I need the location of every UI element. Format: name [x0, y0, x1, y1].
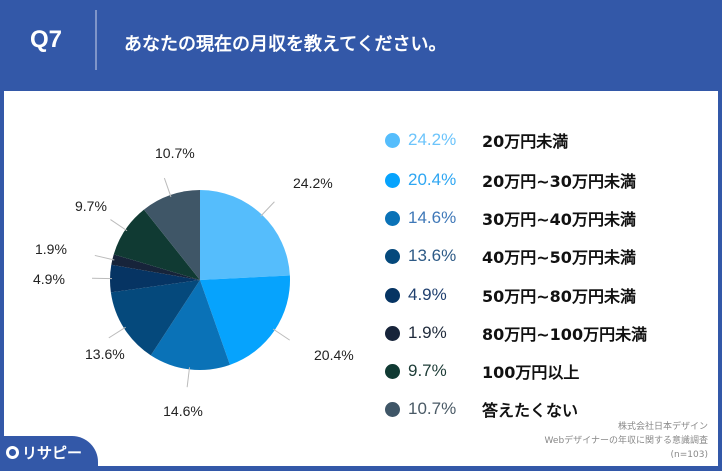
legend-label: 30万円~40万円未満 — [482, 210, 636, 229]
legend-dot — [385, 363, 400, 379]
pie-slice — [110, 280, 200, 356]
legend-percent: 20.4% — [408, 170, 457, 189]
legend-percent: 1.9% — [408, 323, 447, 342]
logo: リサピー — [6, 442, 82, 463]
leader-line — [110, 219, 128, 232]
legend-item: 20.4% 20万円~30万円未満 — [385, 169, 636, 191]
pie-slice — [200, 190, 290, 280]
legend-dot — [385, 248, 400, 264]
legend-percent: 9.7% — [408, 361, 447, 380]
legend-item: 13.6% 40万円~50万円未満 — [385, 245, 636, 267]
pie-slice — [143, 190, 200, 280]
legend-label: 100万円以上 — [482, 363, 580, 382]
data-label: 4.9% — [33, 271, 65, 287]
question-title: あなたの現在の月収を教えてください。 — [124, 34, 447, 55]
legend-percent: 13.6% — [408, 246, 457, 265]
legend-dot — [385, 172, 400, 188]
legend-percent: 24.2% — [408, 130, 457, 149]
data-label: 20.4% — [314, 347, 354, 363]
legend-label: 20万円未満 — [482, 132, 569, 151]
pin-icon — [6, 446, 19, 459]
legend-dot — [385, 287, 400, 303]
question-number: Q7 — [30, 26, 63, 53]
legend-dot — [385, 210, 400, 226]
legend-percent: 10.7% — [408, 399, 457, 418]
source-note: 株式会社日本デザイン Webデザイナーの年収に関する意識調査 (n=103) — [545, 420, 708, 462]
legend-item: 4.9% 50万円~80万円未満 — [385, 284, 636, 306]
data-label: 14.6% — [163, 403, 203, 419]
header-divider — [95, 10, 97, 70]
legend-dot — [385, 401, 400, 417]
legend-item: 10.7% 答えたくない — [385, 398, 578, 420]
source-sample: (n=103) — [670, 450, 708, 460]
legend-label: 50万円~80万円未満 — [482, 287, 636, 306]
logo-text: リサピー — [22, 444, 83, 462]
legend-item: 1.9% 80万円~100万円未満 — [385, 322, 647, 344]
legend-label: 20万円~30万円未満 — [482, 172, 636, 191]
leader-line — [94, 254, 115, 261]
pie-slice — [200, 275, 290, 365]
legend-item: 9.7% 100万円以上 — [385, 360, 579, 382]
data-label: 10.7% — [155, 145, 195, 161]
leader-line — [272, 328, 290, 341]
leader-line — [108, 326, 126, 339]
legend-item: 14.6% 30万円~40万円未満 — [385, 207, 636, 229]
legend-label: 答えたくない — [482, 401, 579, 420]
pie-slice — [111, 254, 200, 280]
pie-slice — [150, 280, 230, 370]
data-label: 13.6% — [85, 346, 125, 362]
source-survey: Webデザイナーの年収に関する意識調査 — [544, 436, 708, 446]
source-company: 株式会社日本デザイン — [617, 422, 708, 432]
legend-dot — [385, 325, 400, 341]
legend-item: 24.2% 20万円未満 — [385, 129, 568, 151]
data-label: 24.2% — [293, 175, 333, 191]
legend-label: 80万円~100万円未満 — [482, 325, 648, 344]
leader-line — [163, 177, 172, 198]
legend-percent: 14.6% — [408, 208, 457, 227]
leader-line — [260, 201, 275, 217]
leader-line — [186, 367, 191, 388]
legend-percent: 4.9% — [408, 285, 447, 304]
legend-dot — [385, 132, 400, 148]
data-label: 9.7% — [75, 198, 107, 214]
data-label: 1.9% — [35, 241, 67, 257]
pie-slice — [113, 209, 200, 280]
pie-slice — [110, 264, 200, 293]
legend-label: 40万円~50万円未満 — [482, 248, 636, 267]
